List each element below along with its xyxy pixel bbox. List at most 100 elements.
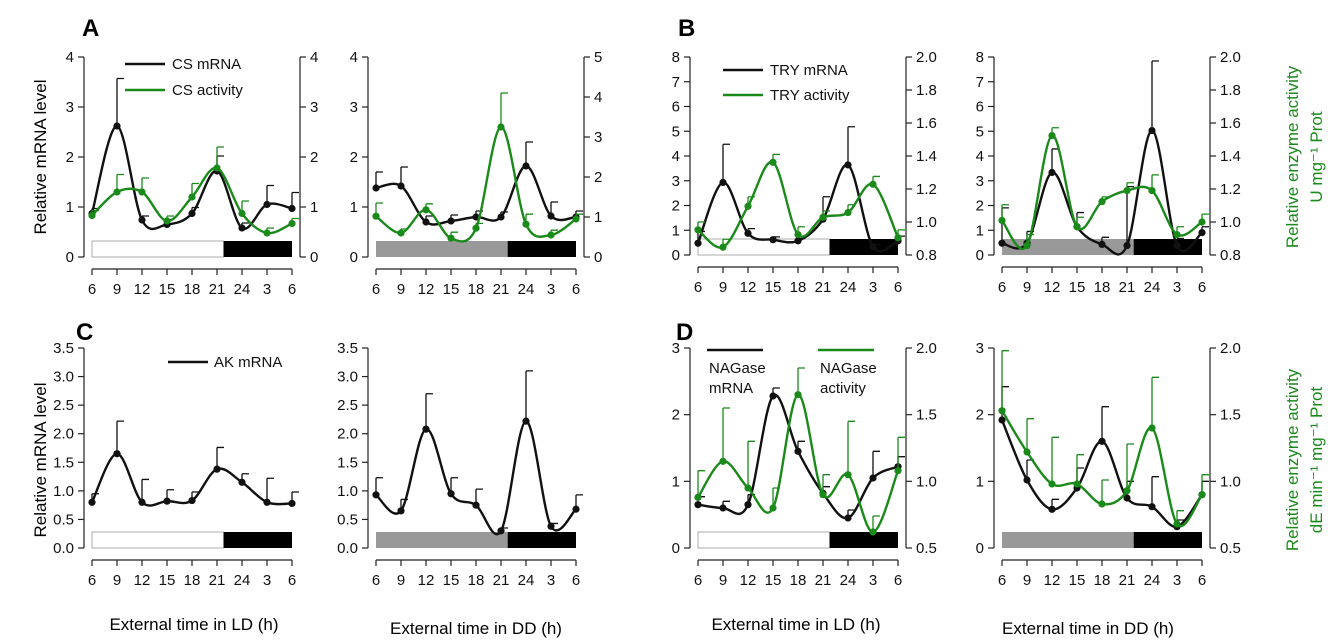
- legend-a: CS mRNA CS activity: [125, 56, 243, 99]
- data-point-mrna: [263, 200, 271, 209]
- data-point-mrna: [1173, 241, 1181, 250]
- data-point-mrna: [138, 216, 146, 224]
- ylabel-mrna-top: Relative mRNA level: [31, 80, 50, 235]
- data-point-mrna: [238, 224, 246, 232]
- data-point-activity: [447, 234, 455, 242]
- error-bar: [1001, 350, 1009, 411]
- panel-letter-d: D: [676, 319, 693, 346]
- x-tick-label: 3: [869, 279, 877, 296]
- data-point-mrna: [869, 474, 877, 482]
- x-tick-label: 6: [998, 572, 1006, 589]
- data-point-activity: [288, 219, 296, 228]
- y-tick-label-left: 3.5: [337, 340, 358, 357]
- y-tick-label-left: 3: [672, 173, 680, 190]
- y-tick-label-right: 1.0: [916, 473, 937, 490]
- x-tick-label: 21: [209, 281, 226, 298]
- y-tick-label-left: 2.5: [53, 397, 74, 414]
- data-point-mrna: [522, 162, 530, 170]
- x-tick-label: 18: [468, 281, 485, 298]
- error-bar: [847, 126, 855, 165]
- data-point-mrna: [88, 498, 96, 506]
- y-tick-label-left: 7: [672, 74, 680, 91]
- data-point-mrna: [422, 218, 430, 226]
- y-tick-label-left: 2.0: [337, 426, 358, 443]
- y-tick-label-left: 0.5: [337, 511, 358, 528]
- data-point-activity: [372, 212, 380, 220]
- data-point-mrna: [497, 213, 505, 221]
- data-point-mrna: [1123, 494, 1131, 502]
- data-point-activity: [238, 209, 246, 218]
- y-tick-label-right: 0.8: [916, 247, 937, 264]
- data-point-activity: [1173, 230, 1181, 239]
- data-point-mrna: [694, 239, 702, 247]
- data-point-mrna: [719, 178, 727, 186]
- data-point-activity: [1048, 480, 1056, 488]
- y-tick-label-left: 2: [350, 149, 358, 166]
- data-point-activity: [1148, 186, 1156, 195]
- data-point-mrna: [998, 239, 1006, 247]
- data-point-activity: [138, 188, 146, 196]
- data-point-mrna: [869, 243, 877, 251]
- y-tick-label-left: 2: [976, 198, 984, 215]
- data-point-activity: [1198, 218, 1206, 226]
- error-bar: [1151, 376, 1159, 428]
- y-tick-label-right: 2: [310, 149, 318, 166]
- y-tick-label-right: 0.5: [1220, 540, 1241, 557]
- panel-letter-a: A: [82, 15, 99, 42]
- y-tick-label-left: 2.5: [337, 397, 358, 414]
- error-bar: [525, 370, 533, 422]
- x-tick-label: 24: [518, 572, 535, 589]
- error-bar: [1126, 185, 1134, 246]
- x-tick-label: 9: [719, 279, 727, 296]
- photoperiod-bar-dark: [829, 532, 898, 548]
- x-tick-label: 12: [418, 572, 435, 589]
- y-tick-label-left: 5: [672, 123, 680, 140]
- legend-label-ak-mrna: AK mRNA: [214, 354, 282, 371]
- error-bar: [1151, 60, 1159, 131]
- data-point-activity: [1023, 448, 1031, 456]
- x-tick-label: 18: [1094, 279, 1111, 296]
- x-tick-label: 21: [1119, 572, 1136, 589]
- data-point-mrna: [497, 527, 505, 535]
- legend-label-cs-mrna: CS mRNA: [172, 56, 241, 73]
- x-tick-label: 18: [468, 572, 485, 589]
- data-point-mrna: [547, 212, 555, 220]
- data-point-activity: [113, 188, 121, 196]
- y-tick-label-left: 4: [66, 49, 74, 66]
- y-tick-label-left: 7: [976, 74, 984, 91]
- y-tick-label-left: 0: [350, 249, 358, 266]
- legend-label-nagase-activity-1: NAGase: [820, 360, 877, 377]
- data-point-mrna: [288, 499, 296, 508]
- data-point-activity: [794, 230, 802, 239]
- y-tick-label-right: 2: [594, 169, 602, 186]
- x-tick-label: 9: [1023, 572, 1031, 589]
- data-point-activity: [869, 528, 877, 536]
- y-tick-label-right: 1.0: [1220, 473, 1241, 490]
- x-tick-label: 3: [869, 572, 877, 589]
- photoperiod-bar-light: [91, 531, 225, 549]
- x-tick-label: 6: [894, 279, 902, 296]
- y-tick-label-left: 0: [672, 247, 680, 264]
- data-point-mrna: [138, 498, 146, 506]
- y-tick-label-left: 4: [672, 148, 680, 165]
- data-point-activity: [572, 215, 580, 223]
- photoperiod-bar-gray: [1002, 532, 1134, 548]
- data-point-activity: [844, 471, 852, 479]
- data-point-mrna: [397, 182, 405, 190]
- error-bar: [500, 92, 508, 127]
- x-tick-label: 24: [1144, 279, 1161, 296]
- x-tick-label: 6: [88, 572, 96, 589]
- x-tick-label: 12: [1044, 279, 1061, 296]
- error-bar: [722, 407, 730, 462]
- data-point-activity: [547, 231, 555, 239]
- y-tick-label-left: 3: [672, 340, 680, 357]
- data-point-mrna: [1023, 476, 1031, 484]
- y-tick-label-right: 1.6: [916, 115, 937, 132]
- y-tick-label-right: 0.5: [916, 540, 937, 557]
- y-tick-label-left: 1.5: [53, 454, 74, 471]
- series-line-activity: [1000, 410, 1204, 528]
- error-bar: [797, 367, 805, 395]
- data-point-mrna: [1148, 503, 1156, 511]
- data-point-activity: [1073, 480, 1081, 488]
